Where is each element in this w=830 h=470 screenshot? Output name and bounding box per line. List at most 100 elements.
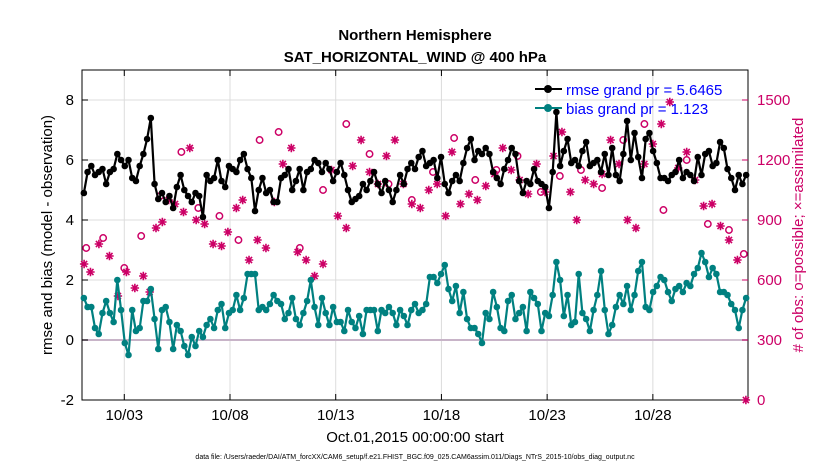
legend-bias-label: bias grand pr = 1.123 — [566, 101, 708, 118]
bias-point — [370, 306, 378, 314]
bias-point — [407, 306, 415, 314]
y-tick-label: 0 — [66, 332, 74, 349]
assimilated-marker — [253, 235, 262, 245]
assimilated-marker — [424, 185, 433, 195]
assimilated-marker — [86, 267, 95, 277]
bias-point — [482, 309, 489, 317]
bias-point — [638, 258, 646, 266]
bias-point — [694, 264, 702, 272]
y-axis-left: -2 0 2 4 6 8 — [61, 92, 88, 409]
rmse-point — [634, 153, 642, 161]
bias-point — [556, 276, 564, 284]
rmse-point — [318, 168, 326, 176]
assimilated-marker — [682, 147, 691, 157]
bias-point — [221, 324, 229, 332]
assimilated-marker — [151, 223, 161, 233]
assimilated-marker — [464, 189, 474, 199]
bias-point — [114, 276, 121, 284]
rmse-point — [210, 174, 218, 182]
possible-marker — [471, 176, 480, 184]
rmse-point — [381, 177, 389, 185]
bias-point — [352, 324, 359, 332]
bias-point — [192, 342, 199, 350]
bias-point — [586, 327, 594, 335]
rmse-point — [247, 174, 255, 182]
rmse-point — [378, 189, 385, 197]
bias-point — [143, 297, 151, 305]
assimilated-marker — [447, 147, 457, 157]
rmse-point — [188, 198, 196, 206]
assimilated-marker — [716, 221, 725, 231]
rmse-point — [653, 159, 661, 167]
possible-marker — [120, 264, 129, 272]
rmse-point — [415, 153, 423, 161]
assimilated-marker — [200, 219, 209, 229]
rmse-point — [333, 168, 341, 176]
rmse-point — [601, 150, 609, 158]
bias-point — [690, 270, 698, 278]
rmse-point — [236, 156, 244, 164]
assimilated-marker — [170, 199, 180, 209]
bias-point — [329, 303, 337, 311]
bias-point — [210, 324, 218, 332]
bias-point — [147, 285, 155, 293]
bias-series — [80, 249, 750, 359]
assimilated-marker — [473, 195, 482, 205]
rmse-point — [102, 180, 110, 188]
bias-point — [742, 294, 750, 302]
bias-point — [441, 261, 449, 269]
bias-point — [400, 312, 408, 320]
rmse-point — [527, 180, 534, 188]
possible-marker — [99, 234, 108, 242]
bias-point — [270, 291, 277, 299]
rmse-point — [221, 183, 229, 191]
rmse-point — [367, 177, 374, 185]
assimilated-marker — [433, 179, 442, 189]
bias-point — [311, 303, 318, 311]
possible-marker — [598, 184, 607, 192]
bias-point — [419, 306, 426, 314]
rmse-point — [169, 204, 177, 212]
assimilated-marker — [724, 235, 734, 245]
bias-point — [434, 279, 441, 287]
rmse-point — [616, 177, 623, 185]
bias-point — [489, 288, 497, 296]
possible-marker — [177, 148, 186, 156]
y-tick-label: -2 — [61, 392, 74, 409]
y-tick-label: 4 — [66, 212, 74, 229]
bias-point — [207, 315, 214, 323]
bias-point — [322, 309, 330, 317]
rmse-point — [411, 165, 419, 173]
possible-marker — [342, 120, 351, 128]
bias-point — [262, 306, 270, 314]
rmse-point — [579, 147, 586, 155]
y2-tick-label: 1500 — [757, 92, 790, 109]
bias-point — [616, 291, 623, 299]
rmse-point — [281, 171, 289, 179]
bias-point — [687, 282, 694, 290]
x-tick-label: 10/03 — [106, 407, 144, 424]
rmse-point — [482, 144, 489, 152]
possible-marker — [659, 206, 668, 214]
bias-point — [527, 288, 534, 296]
rmse-point — [162, 198, 170, 206]
bias-point — [326, 321, 333, 329]
rmse-point — [672, 168, 679, 176]
bias-point — [285, 309, 292, 317]
bias-point — [445, 285, 452, 293]
rmse-point — [374, 180, 382, 188]
assimilated-marker — [238, 195, 247, 205]
bias-point — [560, 312, 568, 320]
bias-point — [623, 282, 631, 290]
rmse-point — [727, 174, 735, 182]
rmse-point — [110, 165, 117, 173]
assimilated-marker — [139, 271, 148, 281]
chart-subtitle: SAT_HORIZONTAL_WIND @ 400 hPa — [284, 49, 547, 66]
bias-point — [95, 330, 103, 338]
bias-point — [110, 318, 117, 326]
rmse-point — [117, 156, 125, 164]
bias-point — [102, 297, 110, 305]
bias-point — [679, 288, 687, 296]
rmse-point — [359, 180, 367, 188]
